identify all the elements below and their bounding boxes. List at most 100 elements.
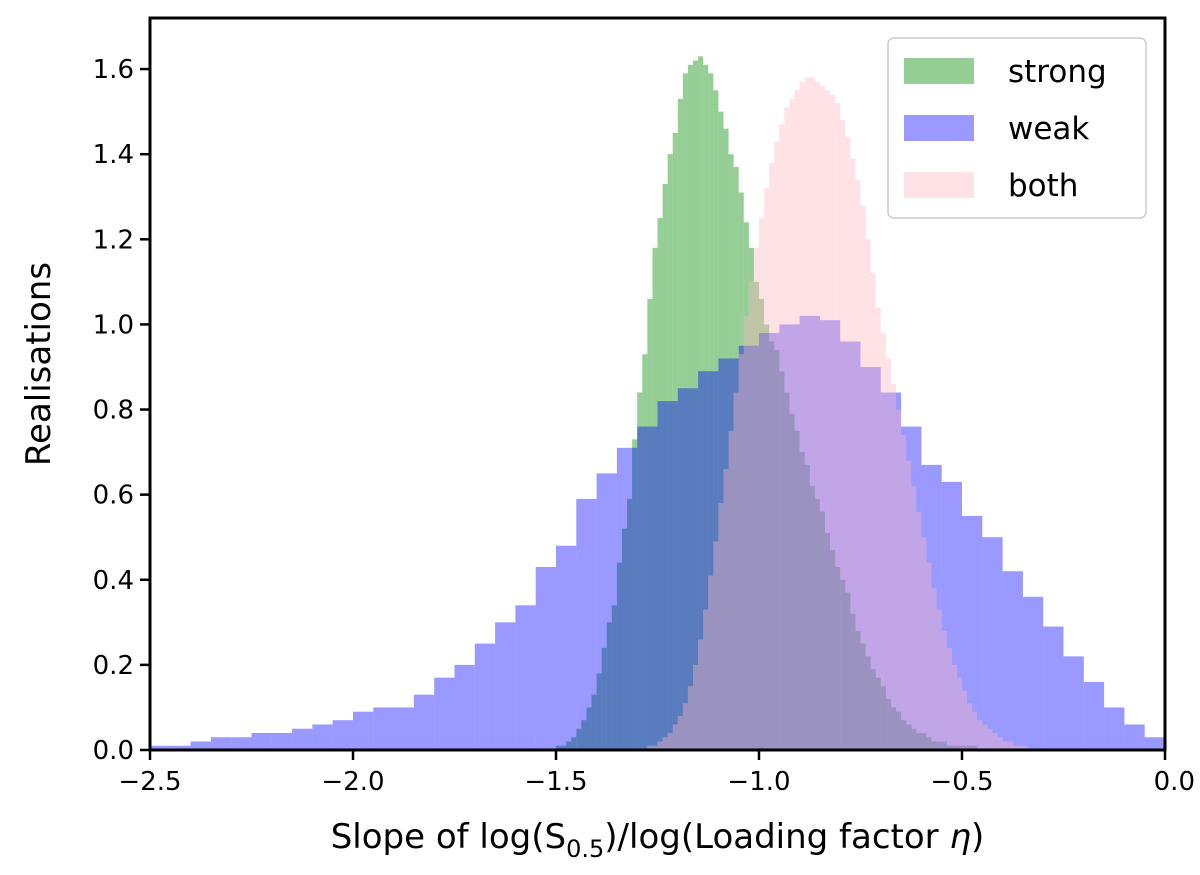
- bar-both: [982, 724, 988, 750]
- bar-weak: [373, 707, 394, 750]
- bar-strong: [946, 745, 952, 750]
- x-tick-label: −0.5: [930, 767, 993, 797]
- bar-weak: [150, 745, 171, 750]
- bar-both: [931, 588, 937, 750]
- bar-strong: [759, 298, 765, 750]
- ticks-layer: −2.5 −2.0 −1.5 −1.0 −0.5 0.0 0.0 0.2 0.4 0.6 0.8 1.…: [93, 55, 1195, 797]
- bar-both: [693, 664, 699, 750]
- bar-strong: [835, 567, 841, 750]
- bar-strong: [616, 562, 622, 750]
- bar-weak: [779, 324, 800, 750]
- bar-weak: [332, 720, 353, 750]
- legend-swatch-strong: [904, 58, 974, 84]
- bar-strong: [840, 579, 846, 750]
- bar-both: [662, 737, 668, 750]
- bar-both: [1012, 745, 1018, 750]
- bar-both: [799, 81, 805, 750]
- bar-both: [718, 503, 724, 750]
- bar-weak: [637, 426, 658, 750]
- bar-both: [880, 332, 886, 750]
- x-axis-label-post: ): [971, 817, 984, 857]
- bar-strong: [931, 741, 937, 750]
- bar-strong: [951, 745, 957, 750]
- bar-weak: [393, 707, 414, 750]
- bar-both: [901, 435, 907, 750]
- bar-weak: [210, 737, 232, 750]
- bar-both: [774, 141, 780, 751]
- bar-both: [997, 737, 1003, 750]
- bar-both: [809, 77, 815, 750]
- bar-both: [759, 218, 765, 750]
- bar-both: [652, 745, 658, 750]
- legend-label-strong: strong: [1008, 54, 1107, 90]
- bar-strong: [845, 592, 851, 750]
- bar-both: [1022, 745, 1028, 750]
- bar-weak: [698, 371, 719, 750]
- bar-weak: [312, 724, 333, 750]
- bar-both: [1017, 745, 1023, 750]
- bar-strong: [657, 218, 663, 750]
- bar-both: [779, 124, 785, 751]
- bar-both: [992, 732, 998, 750]
- bar-both: [896, 409, 902, 750]
- bar-weak: [657, 401, 678, 750]
- bar-both: [855, 179, 861, 750]
- bar-both: [764, 188, 770, 751]
- bar-both: [677, 715, 683, 750]
- y-tick-label: 0.8: [93, 396, 134, 426]
- legend-swatch-both: [904, 172, 974, 198]
- bar-weak: [1063, 656, 1084, 750]
- bar-both: [941, 630, 947, 750]
- bar-both: [753, 247, 759, 750]
- bar-strong: [936, 741, 942, 750]
- bar-both: [926, 562, 932, 750]
- bar-both: [667, 732, 673, 750]
- bar-strong: [870, 669, 876, 750]
- bar-weak: [231, 737, 252, 750]
- bar-both: [972, 711, 978, 750]
- bar-both: [748, 281, 754, 750]
- x-tick-label: 0.0: [1154, 767, 1195, 797]
- bar-strong: [779, 371, 785, 750]
- x-tick-label: −2.5: [118, 767, 181, 797]
- bar-both: [987, 728, 993, 750]
- bar-both: [830, 94, 836, 750]
- bar-both: [657, 741, 663, 750]
- bar-weak: [353, 711, 374, 750]
- bar-strong: [637, 392, 643, 750]
- bar-weak: [840, 341, 861, 750]
- bar-strong: [571, 737, 577, 750]
- bar-strong: [875, 677, 881, 750]
- bar-strong: [921, 732, 927, 750]
- bar-both: [850, 158, 856, 750]
- bar-weak: [718, 358, 739, 750]
- bar-weak: [1144, 737, 1165, 750]
- bar-strong: [672, 132, 678, 750]
- bar-strong: [896, 711, 902, 750]
- bar-strong: [586, 707, 592, 750]
- bar-both: [723, 469, 729, 750]
- bar-strong: [621, 528, 628, 750]
- bar-both: [814, 81, 820, 750]
- bar-weak: [434, 677, 455, 750]
- bar-weak: [515, 605, 536, 750]
- bar-strong: [967, 745, 973, 750]
- bar-both: [906, 460, 912, 750]
- bar-strong: [581, 720, 587, 750]
- bar-strong: [880, 686, 886, 750]
- bar-both: [713, 541, 719, 750]
- bar-strong: [667, 154, 673, 751]
- bar-weak: [982, 537, 1003, 750]
- bar-both: [789, 98, 795, 750]
- bar-strong: [556, 745, 562, 750]
- bar-both: [698, 639, 704, 750]
- bar-weak: [170, 745, 191, 750]
- legend-swatch-weak: [904, 115, 974, 141]
- bar-both: [870, 273, 876, 750]
- bar-strong: [743, 222, 749, 751]
- x-axis-label-mid: )/log(Loading factor: [604, 817, 949, 857]
- bar-weak: [292, 728, 313, 750]
- bar-strong: [698, 56, 704, 751]
- bar-both: [835, 103, 841, 751]
- bar-strong: [591, 694, 597, 750]
